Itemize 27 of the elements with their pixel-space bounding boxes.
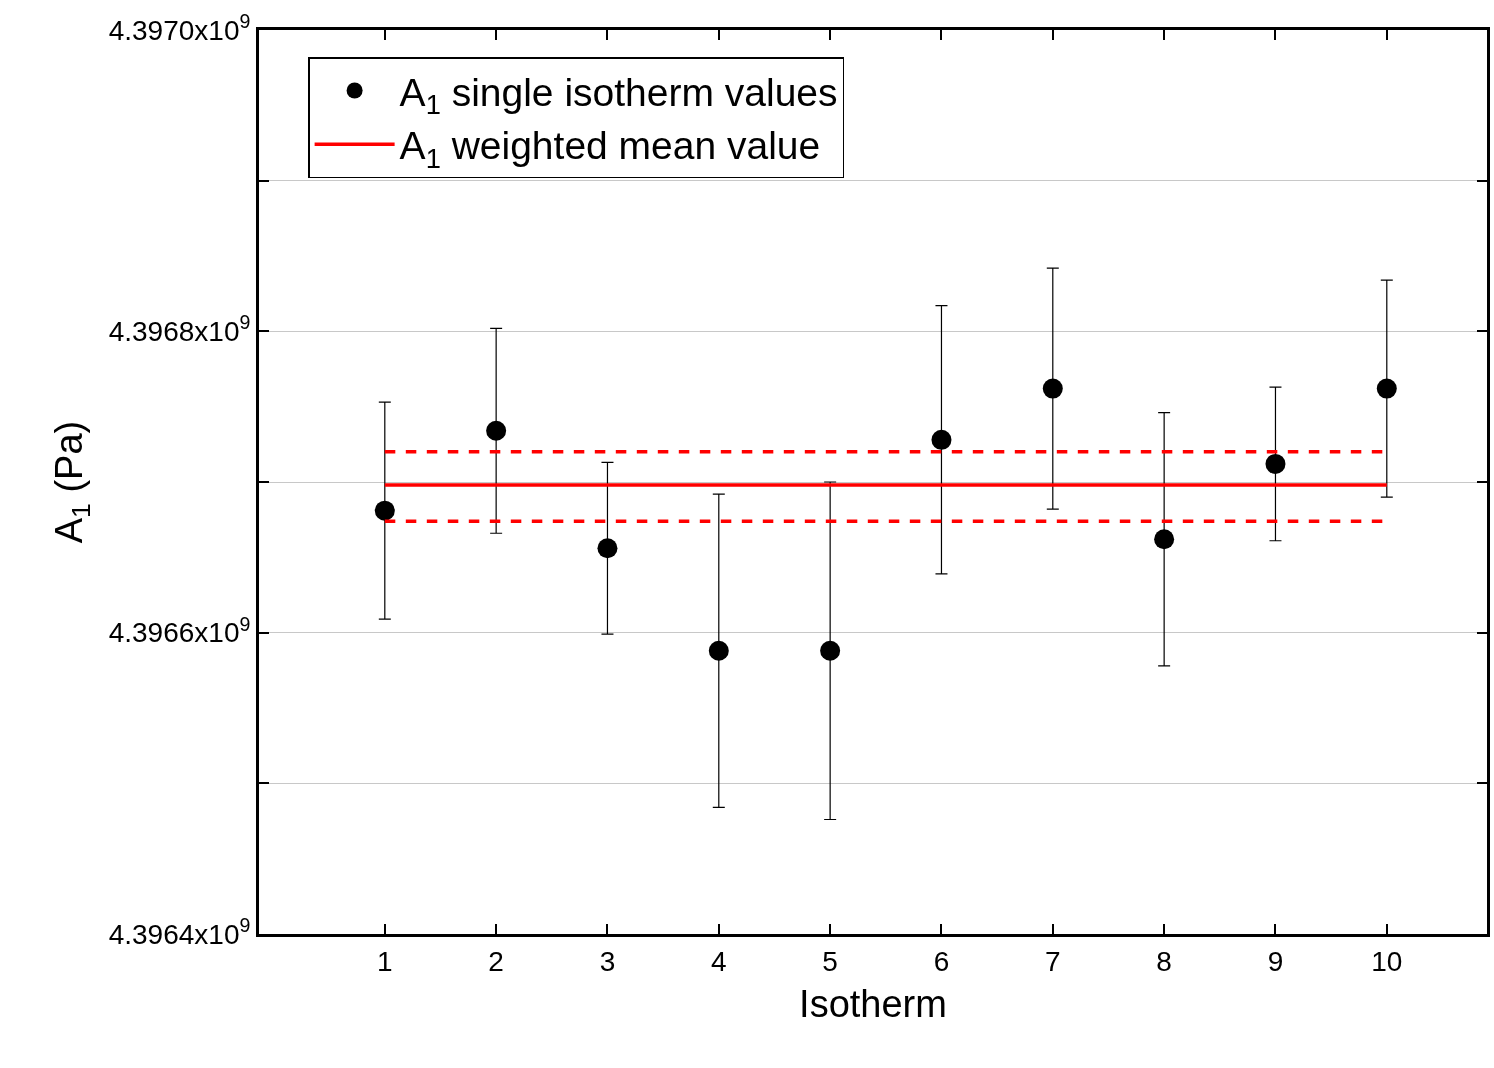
y-tick-label: 4.3964x10$^{9}$ bbox=[108, 914, 251, 950]
point bbox=[1154, 529, 1175, 550]
point bbox=[597, 538, 618, 559]
legend-label: A$_{1}$ weighted mean value bbox=[399, 124, 821, 174]
y-tick-label: 4.3966x10$^{9}$ bbox=[108, 612, 251, 649]
y-tick-label: 4.3970x10$^{9}$ bbox=[108, 10, 251, 46]
point bbox=[486, 420, 507, 441]
point bbox=[1042, 378, 1063, 399]
point bbox=[1265, 453, 1286, 474]
x-tick-label: 7 bbox=[1045, 945, 1061, 977]
point bbox=[820, 640, 841, 661]
x-axis-title: Isotherm bbox=[799, 982, 947, 1025]
x-tick-label: 9 bbox=[1267, 945, 1284, 977]
point bbox=[374, 500, 395, 521]
x-tick-label: 3 bbox=[599, 945, 616, 977]
x-tick-label: 8 bbox=[1156, 945, 1172, 977]
legend-label: A$_{1}$ single isotherm values bbox=[399, 70, 838, 120]
x-tick-label: 10 bbox=[1371, 945, 1403, 977]
x-tick-label: 4 bbox=[711, 945, 727, 977]
point bbox=[708, 640, 729, 661]
point bbox=[1376, 378, 1397, 399]
y-tick-label: 4.3968x10$^{9}$ bbox=[108, 311, 251, 348]
x-tick-label: 1 bbox=[377, 945, 393, 977]
point bbox=[931, 429, 952, 450]
x-tick-label: 2 bbox=[488, 945, 504, 977]
x-tick-label: 6 bbox=[933, 945, 950, 977]
x-tick-label: 5 bbox=[822, 945, 838, 977]
